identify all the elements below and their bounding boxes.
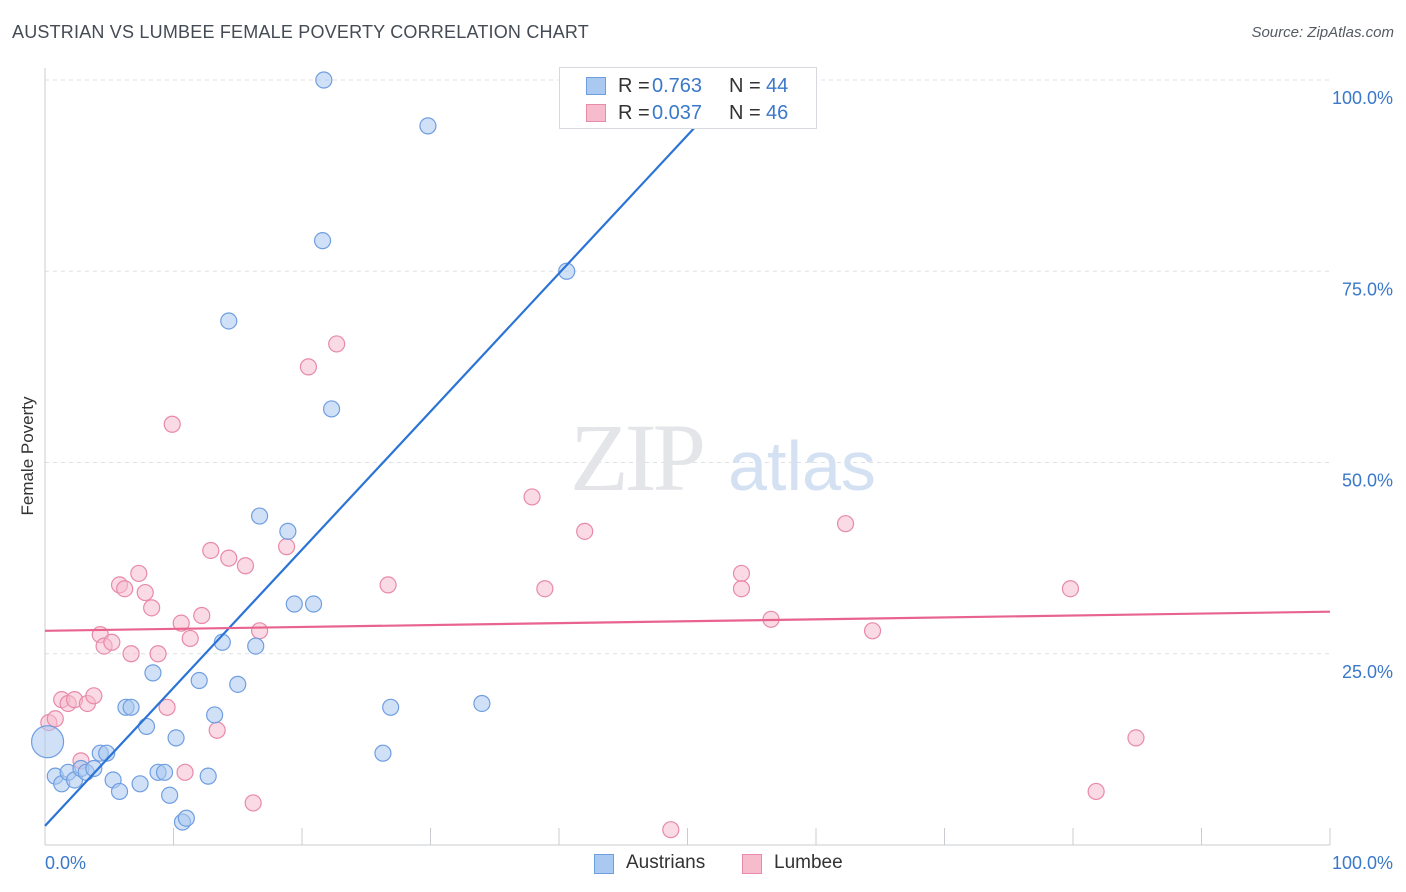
y-tick-label-50: 50.0% <box>1342 471 1393 491</box>
austrians-r-value: 0.763 <box>652 75 703 97</box>
austrians-swatch <box>586 77 606 95</box>
lumbee-point-22 <box>181 629 199 648</box>
chart-title: AUSTRIAN VS LUMBEE FEMALE POVERTY CORREL… <box>12 22 589 42</box>
lumbee-point-39 <box>732 580 751 598</box>
lumbee-point-30 <box>277 538 296 556</box>
y-tick-label-100: 100.0% <box>1332 88 1393 108</box>
austrians-r-label: R = <box>618 75 650 97</box>
austrians-point-27 <box>220 312 238 330</box>
lumbee-point-14 <box>130 564 148 583</box>
austrians-point-16 <box>144 664 162 682</box>
lumbee-point-34 <box>523 488 541 506</box>
austrians-point-38 <box>382 698 400 716</box>
lumbee-point-45 <box>1127 729 1145 747</box>
lumbee-n-value: 46 <box>766 102 789 124</box>
lumbee-point-23 <box>193 606 211 625</box>
austrians-n-label: N = <box>729 75 761 97</box>
austrians-point-28 <box>229 675 247 693</box>
austrians-point-7 <box>85 759 103 778</box>
lumbee-point-20 <box>172 614 190 632</box>
lumbee-point-15 <box>136 583 154 602</box>
watermark-atlas: atlas <box>728 427 876 505</box>
austrians-point-15 <box>137 717 156 736</box>
austrians-point-19 <box>161 786 179 804</box>
lumbee-points <box>40 335 1145 839</box>
watermark: ZIP atlas <box>570 404 876 511</box>
austrians-point-32 <box>285 595 303 613</box>
lumbee-point-24 <box>202 541 220 560</box>
austrians-point-24 <box>199 767 217 785</box>
austrians-point-36 <box>322 400 341 418</box>
watermark-zip: ZIP <box>570 404 703 511</box>
lumbee-point-13 <box>122 645 140 663</box>
lumbee-swatch <box>586 104 606 122</box>
austrians-point-0 <box>30 725 65 759</box>
austrians-point-37 <box>374 744 392 762</box>
austrians-point-20 <box>167 729 185 747</box>
lumbee-n-label: N = <box>729 102 761 124</box>
lumbee-point-37 <box>662 821 680 839</box>
lumbee-r-value: 0.037 <box>652 102 703 124</box>
lumbee-point-1 <box>46 710 64 728</box>
lumbee-legend-label: Lumbee <box>774 852 843 873</box>
lumbee-point-27 <box>236 557 255 575</box>
lumbee-trend-line <box>44 610 1331 632</box>
lumbee-point-26 <box>220 549 238 567</box>
lumbee-point-42 <box>863 622 882 640</box>
lumbee-point-21 <box>176 763 194 781</box>
lumbee-point-43 <box>1061 580 1080 598</box>
lumbee-point-25 <box>208 721 226 739</box>
lumbee-point-10 <box>103 633 121 651</box>
austrians-point-31 <box>279 522 297 540</box>
austrians-point-14 <box>131 775 149 793</box>
lumbee-point-17 <box>149 645 167 663</box>
austrians-point-9 <box>98 744 116 762</box>
austrians-point-34 <box>313 232 332 250</box>
lumbee-point-32 <box>328 335 346 353</box>
x-tick-label-0: 0.0% <box>45 853 86 873</box>
tick-labels: 25.0% 50.0% 75.0% 100.0% 0.0% 100.0% <box>45 88 1393 873</box>
trend-lines <box>44 79 1331 827</box>
austrians-point-39 <box>419 117 437 135</box>
lumbee-point-33 <box>379 576 397 594</box>
lumbee-point-31 <box>299 358 318 376</box>
lumbee-point-28 <box>244 794 262 812</box>
austrians-point-33 <box>304 595 323 613</box>
lumbee-point-19 <box>163 415 181 433</box>
austrians-point-25 <box>206 706 224 724</box>
austrians-point-41 <box>558 262 576 280</box>
lumbee-point-41 <box>836 515 855 533</box>
y-tick-label-25: 25.0% <box>1342 662 1393 682</box>
austrians-point-23 <box>190 671 208 690</box>
austrians-point-40 <box>473 694 491 713</box>
lumbee-point-36 <box>576 522 594 540</box>
austrians-legend-label: Austrians <box>626 852 706 873</box>
austrians-point-30 <box>250 507 269 525</box>
lumbee-point-38 <box>732 564 751 583</box>
lumbee-point-35 <box>536 580 554 598</box>
austrians-point-22 <box>177 809 195 827</box>
lumbee-point-7 <box>85 687 103 705</box>
lumbee-point-18 <box>158 698 176 716</box>
austrians-point-11 <box>110 782 129 801</box>
austrians-n-value: 44 <box>766 75 789 97</box>
austrians-trend-line <box>44 79 740 827</box>
austrians-point-29 <box>247 637 265 655</box>
austrians-point-18 <box>155 763 174 781</box>
lumbee-point-16 <box>143 599 161 617</box>
y-tick-label-75: 75.0% <box>1342 279 1393 299</box>
lumbee-point-12 <box>116 580 134 598</box>
austrians-legend-swatch <box>594 854 614 874</box>
austrians-point-35 <box>315 71 333 89</box>
lumbee-r-label: R = <box>618 102 650 124</box>
lumbee-legend-swatch <box>742 854 762 874</box>
stats-legend: R = 0.763 N = 44 R = 0.037 N = 46 <box>559 67 817 129</box>
x-tick-label-100: 100.0% <box>1332 853 1393 873</box>
source-label: Source: ZipAtlas.com <box>1251 24 1394 41</box>
lumbee-point-44 <box>1087 782 1105 801</box>
austrians-point-13 <box>122 698 140 716</box>
lumbee-point-29 <box>250 622 269 640</box>
